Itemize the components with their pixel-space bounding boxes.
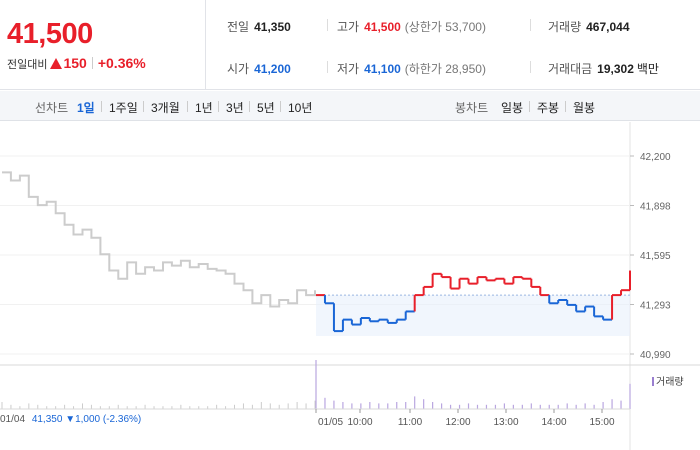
y-tick-label: 41,595: [640, 251, 671, 262]
prev-day-line: [2, 171, 316, 308]
tab-daily-candle[interactable]: 일봉: [501, 101, 524, 115]
tab-5year[interactable]: 5년: [257, 101, 275, 115]
high-price: 고가 41,500 (상한가 53,700): [337, 20, 486, 34]
current-price: 41,500: [7, 18, 93, 50]
change-percent: +0.36%: [97, 55, 146, 71]
quote-header: 41,500 전일대비 150 +0.36% 전일 41,350 고가 41,500 (상…: [0, 0, 700, 90]
low-price: 저가 41,100 (하한가 28,950): [337, 62, 486, 76]
prev-day-date: 01/04: [0, 414, 26, 425]
prev-day-change-pct: (-2.36%): [102, 414, 142, 425]
chart-toolbar: 선차트 1일 1주일 3개월 1년 3년 5년 10년 봉차트 일봉 주봉 월봉: [0, 91, 700, 121]
line-chart-label: 선차트: [35, 101, 69, 115]
change-value: 150: [63, 55, 87, 71]
tab-1week[interactable]: 1주일: [109, 101, 138, 115]
price-box: 41,500 전일대비 150 +0.36%: [0, 0, 206, 90]
x-tick-label: 15:00: [589, 417, 614, 428]
below-base-fill: [316, 295, 630, 336]
change-label: 전일대비: [7, 59, 48, 71]
x-tick-label: 12:00: [445, 417, 470, 428]
volume-legend: 거래량: [652, 373, 684, 388]
x-tick-label: 10:00: [347, 417, 372, 428]
y-tick-label: 41,293: [640, 301, 671, 312]
tab-3year[interactable]: 3년: [226, 101, 244, 115]
volume: 거래량 467,044: [548, 20, 630, 34]
candle-chart-label: 봉차트: [455, 101, 489, 115]
open-price: 시가 41,200: [227, 62, 291, 76]
up-triangle-icon: [50, 58, 63, 69]
tab-3month[interactable]: 3개월: [151, 101, 180, 115]
x-tick-label: 13:00: [493, 417, 518, 428]
trade-amount: 거래대금 19,302 백만: [548, 62, 659, 76]
x-tick-label: 01/05: [318, 417, 343, 428]
prev-close: 전일 41,350: [227, 20, 291, 34]
intraday-chart: 42,200 41,898 41,595 41,293 40,990 01/05 10:0…: [0, 122, 700, 450]
y-tick-label: 40,990: [640, 350, 671, 361]
x-tick-label: 11:00: [398, 417, 423, 428]
chart-svg: 42,200 41,898 41,595 41,293 40,990 01/05 10:0…: [0, 122, 700, 450]
prev-day-summary: 01/04 41,350 ▼1,000 (-2.36%): [0, 414, 141, 425]
tab-1year[interactable]: 1년: [195, 101, 213, 115]
tab-10year[interactable]: 10년: [288, 101, 313, 115]
change-row: 전일대비 150 +0.36%: [7, 55, 146, 72]
prev-day-change: ▼1,000: [65, 414, 101, 425]
y-tick-label: 41,898: [640, 202, 671, 213]
prev-day-close: 41,350: [31, 414, 63, 425]
y-tick-label: 42,200: [640, 152, 671, 163]
tab-1day[interactable]: 1일: [77, 101, 95, 115]
tab-monthly-candle[interactable]: 월봉: [573, 101, 596, 115]
x-tick-label: 14:00: [541, 417, 566, 428]
tab-weekly-candle[interactable]: 주봉: [537, 101, 560, 115]
